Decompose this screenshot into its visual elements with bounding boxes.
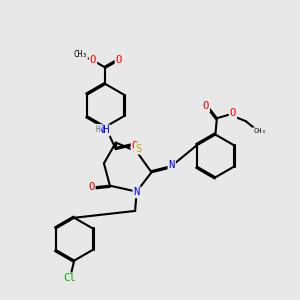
Text: O: O [230,108,236,118]
Text: N: N [134,187,140,197]
Text: CH₃: CH₃ [253,128,266,134]
Text: NH: NH [97,125,109,135]
Text: O: O [88,182,94,192]
Text: S: S [135,143,141,154]
Text: Cl: Cl [64,273,76,284]
Text: N: N [169,160,175,170]
Text: H: H [96,125,100,134]
Text: O: O [116,55,122,65]
Text: O: O [203,101,209,111]
Text: O: O [90,55,96,65]
Text: O: O [132,140,138,151]
Text: CH₃: CH₃ [73,50,87,59]
